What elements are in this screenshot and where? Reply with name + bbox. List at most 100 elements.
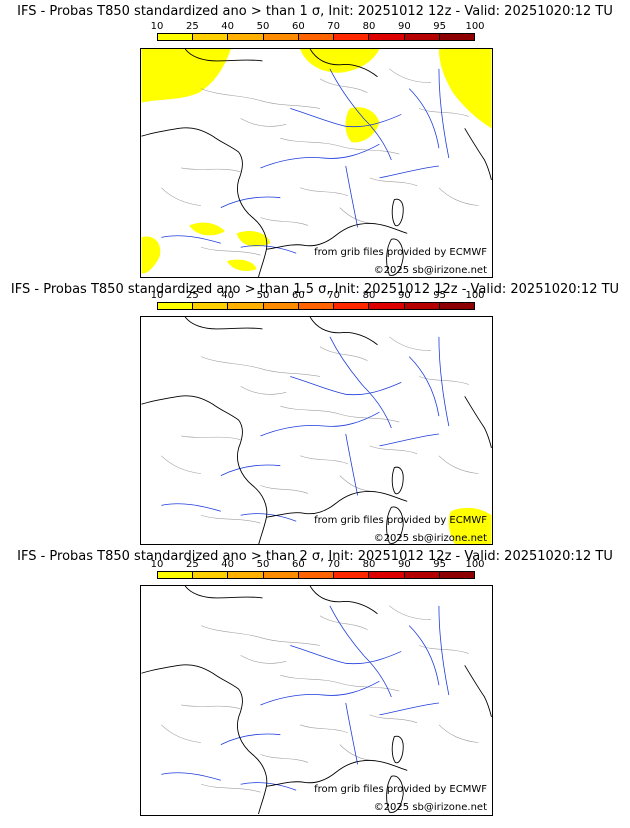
colorbar-tick-label: 40: [221, 559, 235, 570]
coastline: [141, 395, 268, 544]
river: [379, 165, 439, 179]
admin-border: [280, 405, 400, 423]
river: [329, 605, 392, 698]
river: [240, 782, 297, 791]
admin-border: [181, 167, 241, 173]
river: [290, 645, 402, 665]
rivers-layer: [161, 68, 450, 254]
colorbar-tick-label: 60: [291, 21, 305, 32]
admin-border: [240, 118, 287, 127]
colorbar-tick-label: 10: [150, 559, 164, 570]
admin-border: [260, 485, 309, 494]
coastline: [266, 223, 408, 250]
probability-area: [226, 259, 257, 271]
colorbar-tick-label: 90: [397, 21, 411, 32]
coastline: [184, 49, 263, 62]
river: [438, 605, 450, 696]
river: [161, 503, 221, 512]
admin-border: [369, 445, 418, 455]
probability-area: [236, 231, 271, 247]
admin-border: [200, 246, 261, 256]
admin-border: [181, 435, 241, 441]
admin-border: [200, 356, 321, 377]
coastline: [184, 317, 263, 330]
admin-border: [418, 376, 469, 385]
probability-fill-layer: [448, 507, 492, 544]
river: [260, 143, 380, 169]
coastline: [464, 128, 492, 180]
colorbar-segment: [228, 303, 264, 309]
panel-3-title: IFS - Probas T850 standardized ano > tha…: [17, 549, 613, 564]
admin-border: [260, 217, 309, 226]
admin-border: [240, 655, 287, 664]
admin-border: [300, 724, 348, 733]
colorbar-segment: [334, 572, 370, 578]
colorbar-tick-label: 70: [327, 559, 341, 570]
admin-border: [161, 724, 202, 743]
colorbar-segment: [334, 34, 370, 40]
panel-2-source-credit: from grib files provided by ECMWF: [314, 515, 487, 526]
colorbar-tick-label: 80: [362, 290, 376, 301]
colorbar-segment: [404, 303, 440, 309]
probability-area: [189, 222, 225, 236]
panel-1-map: from grib files provided by ECMWF ©2025 …: [140, 48, 493, 278]
river: [408, 88, 440, 149]
panel-3-colorbar-bar: [157, 571, 475, 579]
colorbar-segment: [404, 34, 440, 40]
panel-2-colorbar: 10 25 40 50 60 70 80 90 95 100: [151, 290, 485, 313]
colorbar-tick-label: 10: [150, 21, 164, 32]
probability-area: [438, 49, 492, 129]
admin-border: [418, 108, 469, 117]
colorbar-segment: [158, 34, 194, 40]
admin-borders-layer: [161, 336, 479, 524]
colorbar-segment: [263, 303, 299, 309]
colorbar-tick-label: 60: [291, 290, 305, 301]
coastline: [266, 760, 408, 787]
sardinia-outline: [386, 506, 404, 544]
river: [329, 68, 392, 161]
coastline: [184, 586, 263, 599]
river: [379, 702, 439, 716]
colorbar-segment: [228, 34, 264, 40]
admin-border: [200, 514, 261, 524]
colorbar-segment: [439, 303, 474, 309]
admin-borders-layer: [161, 605, 479, 793]
colorbar-segment: [369, 303, 405, 309]
colorbar-tick-label: 25: [185, 559, 199, 570]
admin-border: [339, 744, 376, 761]
river: [408, 625, 440, 686]
corsica-outline: [391, 198, 404, 227]
coastline: [309, 49, 378, 78]
river: [260, 411, 380, 437]
colorbar-segment: [439, 34, 474, 40]
admin-border: [389, 605, 432, 621]
colorbar-tick-label: 50: [256, 290, 270, 301]
probability-area: [141, 49, 231, 103]
colorbar-segment: [298, 303, 335, 309]
panel-2-map-svg: [141, 317, 492, 544]
admin-border: [280, 674, 400, 692]
panel-2-copyright: ©2025 sb@irizone.net: [373, 533, 487, 544]
river: [220, 464, 281, 476]
admin-border: [200, 783, 261, 793]
river: [220, 196, 281, 208]
admin-border: [438, 187, 479, 206]
probability-area: [448, 507, 492, 544]
panel-1-colorbar-ticks: 10 25 40 50 60 70 80 90 95 100: [151, 21, 485, 32]
colorbar-segment: [369, 572, 405, 578]
probability-area: [345, 107, 380, 143]
colorbar-tick-label: 50: [256, 559, 270, 570]
river: [240, 513, 297, 522]
coastline: [464, 665, 492, 717]
panel-1-colorbar-bar: [157, 33, 475, 41]
panel-3-map: from grib files provided by ECMWF ©2025 …: [140, 585, 493, 816]
corsica-outline: [391, 466, 404, 495]
panel-3-map-svg: [141, 586, 492, 815]
river: [345, 433, 359, 496]
colorbar-tick-label: 80: [362, 559, 376, 570]
colorbar-tick-label: 60: [291, 559, 305, 570]
colorbar-tick-label: 90: [397, 290, 411, 301]
admin-border: [260, 754, 309, 763]
panel-1-copyright: ©2025 sb@irizone.net: [373, 265, 487, 276]
admin-border: [200, 88, 321, 109]
